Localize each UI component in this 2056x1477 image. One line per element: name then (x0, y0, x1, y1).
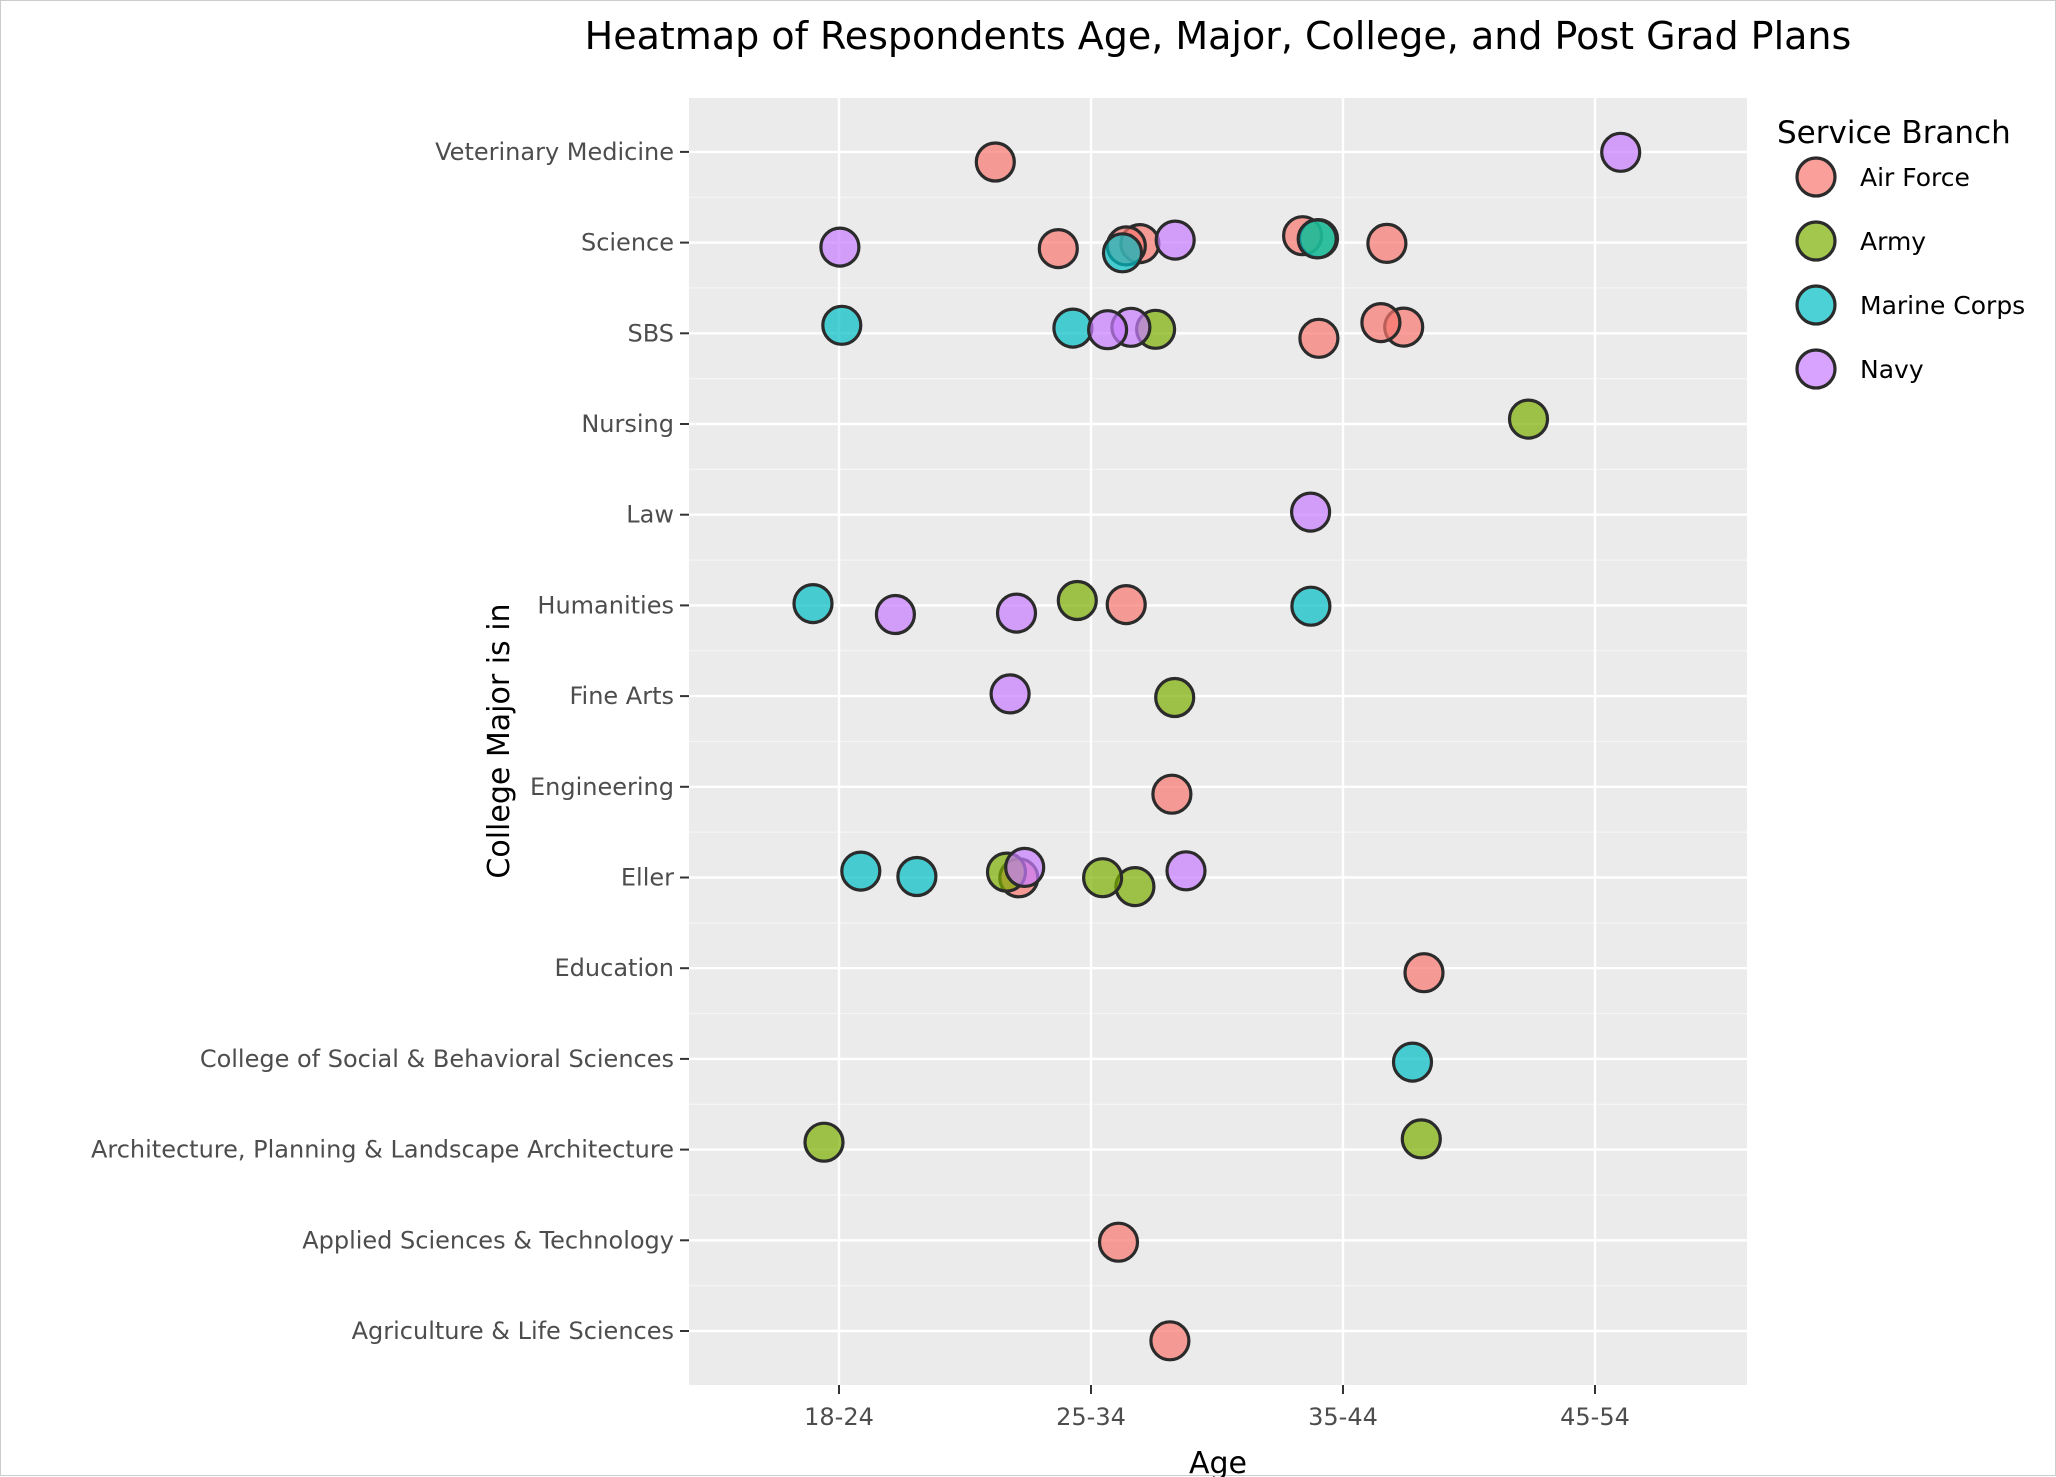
point-air-force (1366, 222, 1408, 264)
x-tick-label-18-24: 18-24 (804, 1403, 874, 1431)
y-tick-label-humanities: Humanities (537, 591, 674, 619)
y-axis: Agriculture & Life Sciences Applied Scien… (91, 138, 689, 1345)
y-tick-label-eller: Eller (621, 864, 674, 892)
x-tick-label-25-34: 25-34 (1056, 1403, 1126, 1431)
x-tick-label-45-54: 45-54 (1560, 1403, 1630, 1431)
point-air-force (974, 141, 1016, 183)
point-navy (1004, 846, 1046, 889)
x-tick-label-35-44: 35-44 (1308, 1403, 1378, 1431)
point-marine-corps (792, 582, 834, 625)
y-tick-label-veterinary-medicine: Veterinary Medicine (435, 138, 674, 166)
point-marine-corps (1290, 585, 1332, 627)
point-marine-corps (1391, 1041, 1434, 1083)
point-marine-corps (821, 304, 863, 346)
chart-title: Heatmap of Respondents Age, Major, Colle… (585, 14, 1852, 58)
point-marine-corps (1052, 307, 1094, 349)
y-tick-label-nursing: Nursing (581, 410, 674, 438)
point-navy (1289, 491, 1332, 533)
legend-label-air-force: Air Force (1860, 163, 1970, 192)
point-air-force (1403, 952, 1445, 994)
legend: Service Branch Air Force Army Marine Corps… (1777, 115, 2025, 390)
point-air-force (1149, 1320, 1191, 1362)
point-marine-corps (1101, 232, 1144, 274)
y-tick-label-college-of-social-behavioral-sciences: College of Social & Behavioral Sciences (200, 1045, 674, 1073)
point-navy (1154, 219, 1196, 261)
point-navy (1165, 850, 1207, 892)
y-tick-label-education: Education (555, 954, 674, 982)
point-army (1056, 579, 1098, 622)
point-air-force (1298, 317, 1340, 359)
point-navy (995, 592, 1038, 634)
y-tick-label-law: Law (626, 501, 674, 529)
y-tick-label-engineering: Engineering (530, 773, 674, 801)
point-marine-corps (1296, 218, 1338, 260)
y-tick-label-architecture-planning-landscape-architecture: Architecture, Planning & Landscape Archi… (91, 1136, 674, 1164)
grid-lines (689, 98, 1747, 1385)
point-air-force (1360, 302, 1402, 344)
point-navy (989, 673, 1031, 715)
data-points (792, 131, 1642, 1362)
legend-title: Service Branch (1777, 115, 2011, 151)
legend-label-army: Army (1860, 227, 1926, 256)
series-navy (819, 131, 1642, 892)
point-army (1154, 676, 1196, 719)
point-marine-corps (896, 855, 938, 898)
y-tick-label-applied-sciences-technology: Applied Sciences & Technology (302, 1226, 674, 1254)
legend-label-navy: Navy (1860, 355, 1924, 384)
legend-label-marine-corps: Marine Corps (1860, 291, 2025, 320)
point-air-force (1037, 228, 1079, 270)
point-air-force (1105, 583, 1147, 626)
legend-key-marine-corps (1795, 284, 1837, 326)
y-tick-label-sbs: SBS (627, 319, 674, 347)
point-army (1081, 857, 1124, 899)
legend-key-air-force (1795, 156, 1837, 198)
point-navy (874, 593, 917, 636)
point-marine-corps (840, 850, 882, 892)
legend-key-navy (1795, 348, 1837, 390)
series-marine-corps (792, 218, 1434, 1083)
point-army (1400, 1118, 1442, 1160)
point-air-force (1097, 1221, 1140, 1263)
point-navy (1086, 309, 1129, 351)
x-axis-title: Age (1189, 1446, 1247, 1477)
point-navy (1600, 131, 1642, 173)
point-army (803, 1121, 845, 1163)
x-axis: 18-24 25-34 35-44 45-54 (804, 1385, 1630, 1431)
y-tick-label-fine-arts: Fine Arts (569, 682, 674, 710)
point-army (1507, 398, 1550, 440)
y-axis-title: College Major is in (482, 603, 517, 878)
legend-key-army (1795, 220, 1837, 262)
y-tick-label-science: Science (581, 229, 674, 257)
point-navy (819, 226, 861, 268)
point-air-force (1151, 773, 1193, 815)
y-tick-label-agriculture-life-sciences: Agriculture & Life Sciences (352, 1317, 674, 1345)
